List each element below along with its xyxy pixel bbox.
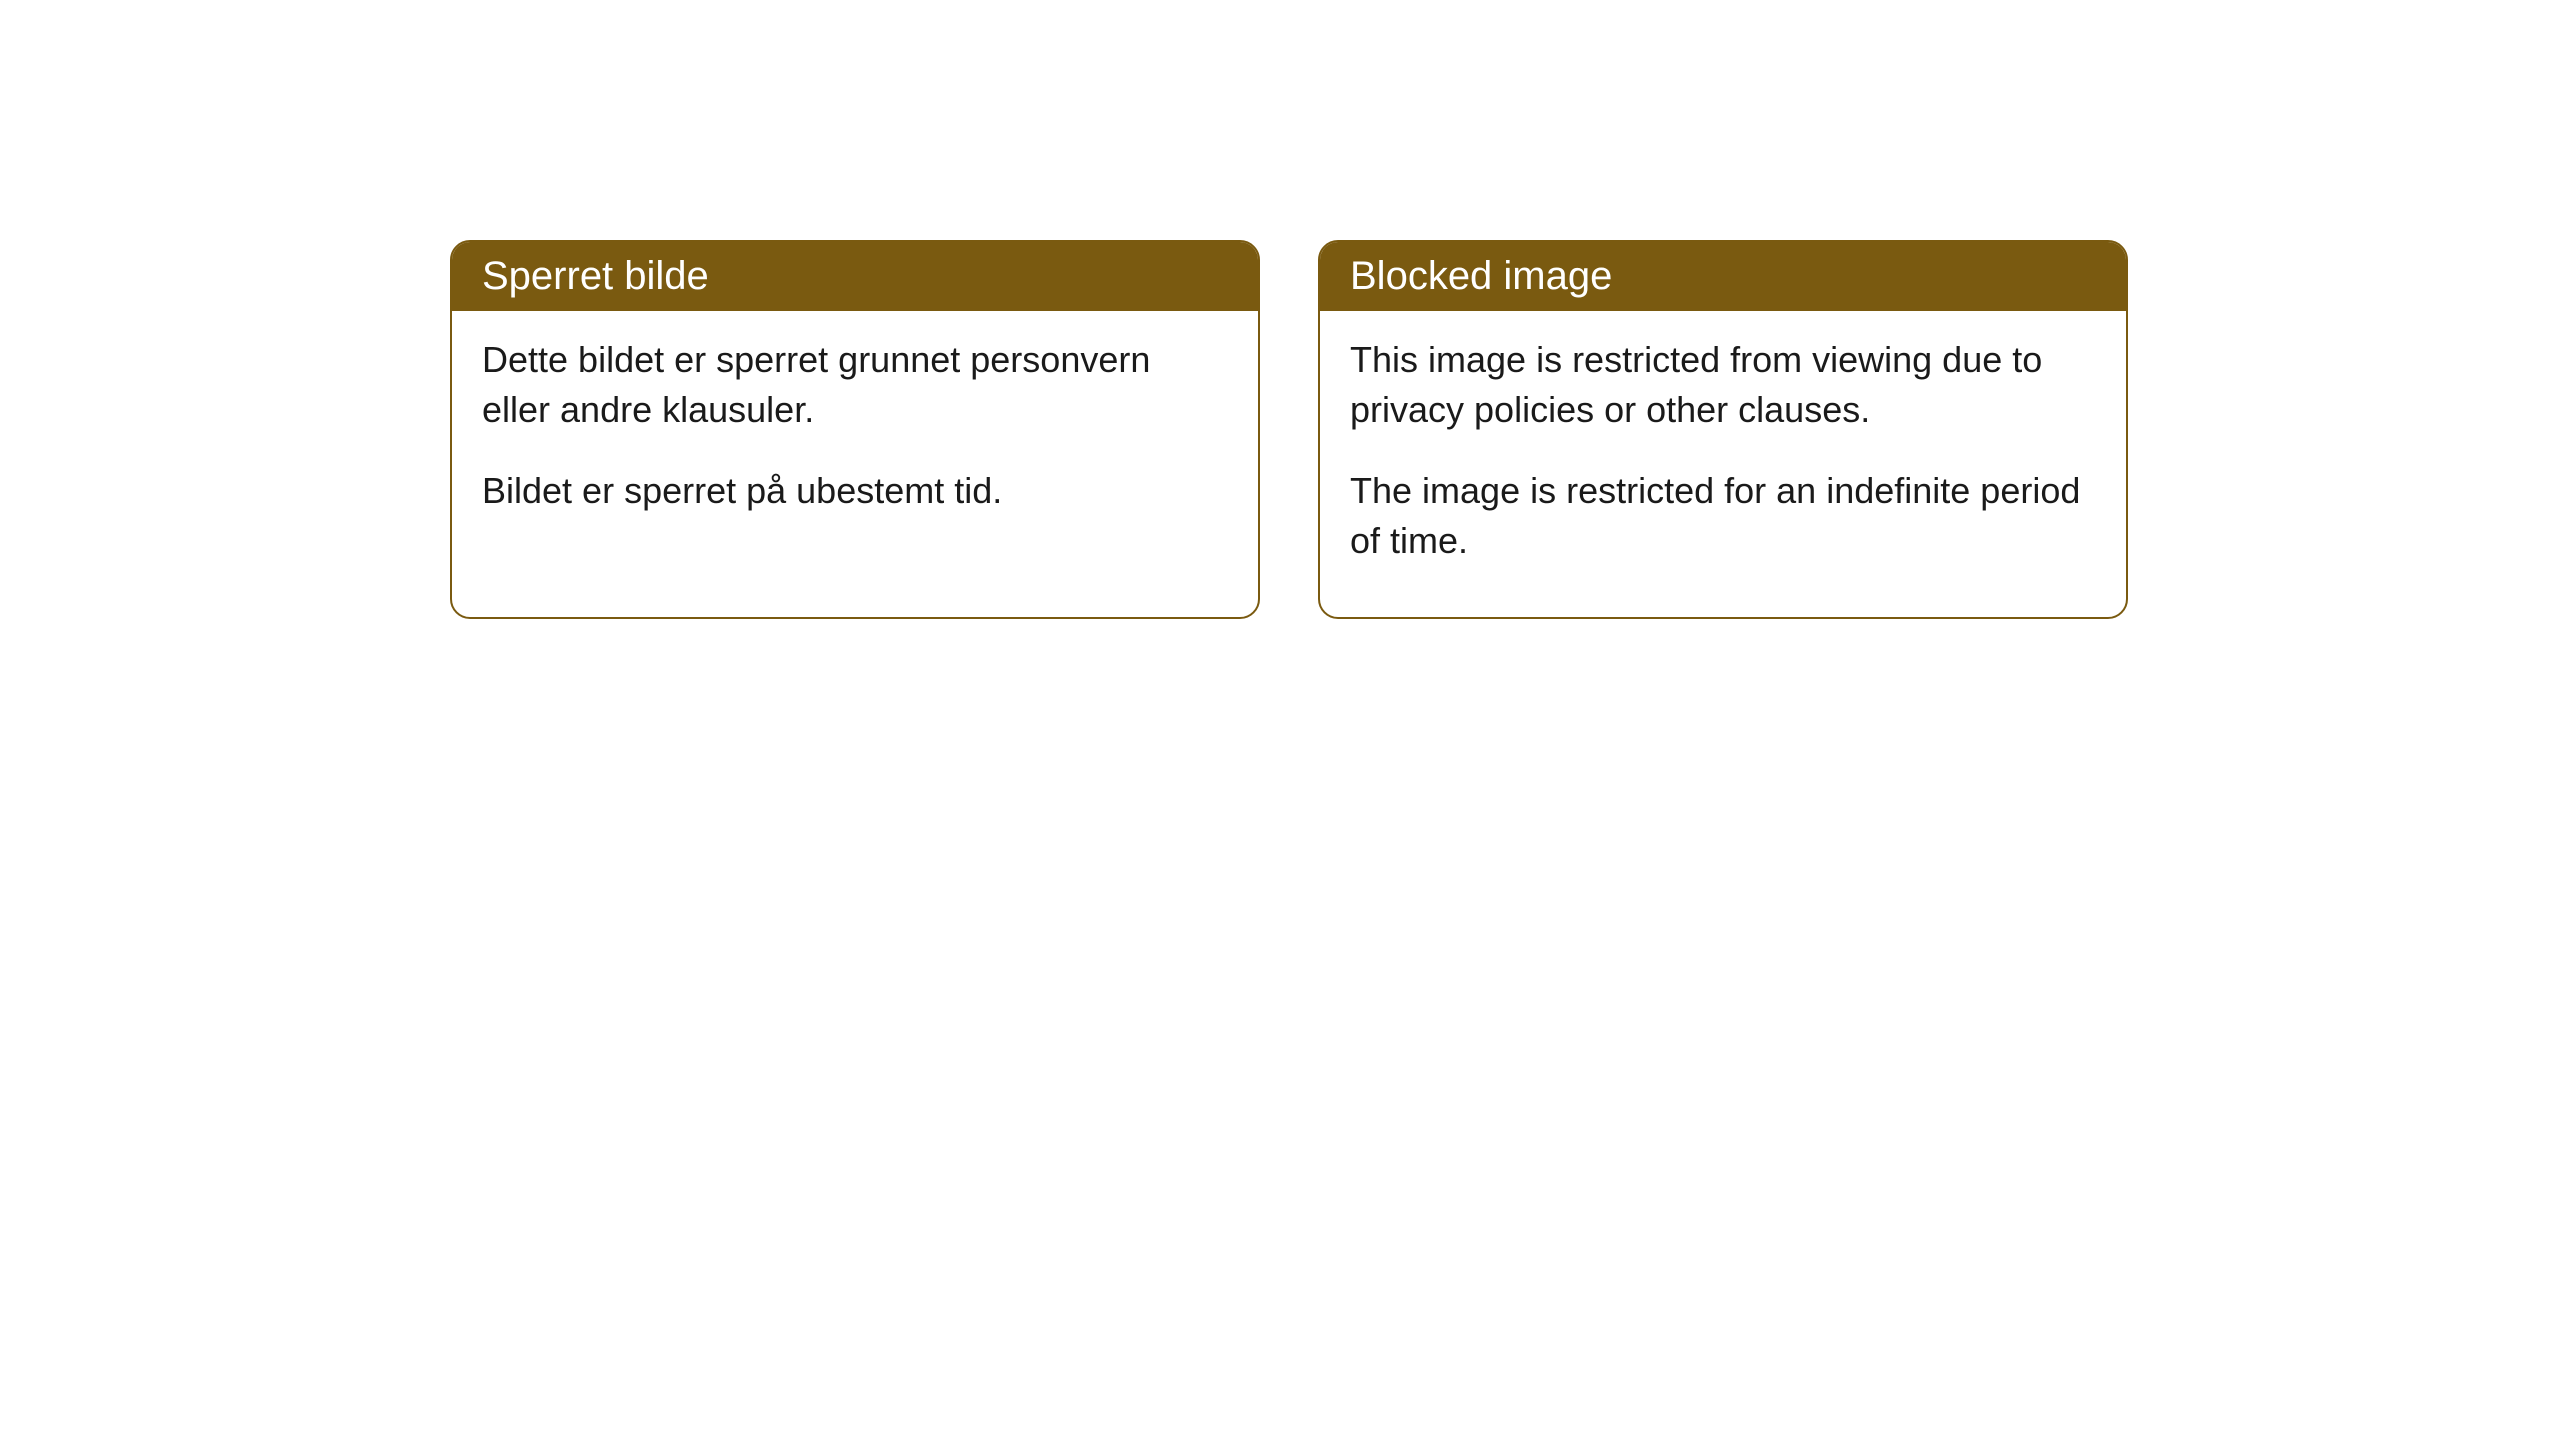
notice-text: Bildet er sperret på ubestemt tid.: [482, 466, 1228, 516]
notice-card-norwegian: Sperret bilde Dette bildet er sperret gr…: [450, 240, 1260, 619]
card-body-english: This image is restricted from viewing du…: [1320, 311, 2126, 617]
card-body-norwegian: Dette bildet er sperret grunnet personve…: [452, 311, 1258, 566]
notice-text: This image is restricted from viewing du…: [1350, 335, 2096, 436]
card-header-english: Blocked image: [1320, 242, 2126, 311]
notice-cards-container: Sperret bilde Dette bildet er sperret gr…: [450, 240, 2128, 619]
card-title: Sperret bilde: [482, 254, 709, 298]
notice-text: Dette bildet er sperret grunnet personve…: [482, 335, 1228, 436]
card-title: Blocked image: [1350, 254, 1612, 298]
notice-text: The image is restricted for an indefinit…: [1350, 466, 2096, 567]
card-header-norwegian: Sperret bilde: [452, 242, 1258, 311]
notice-card-english: Blocked image This image is restricted f…: [1318, 240, 2128, 619]
